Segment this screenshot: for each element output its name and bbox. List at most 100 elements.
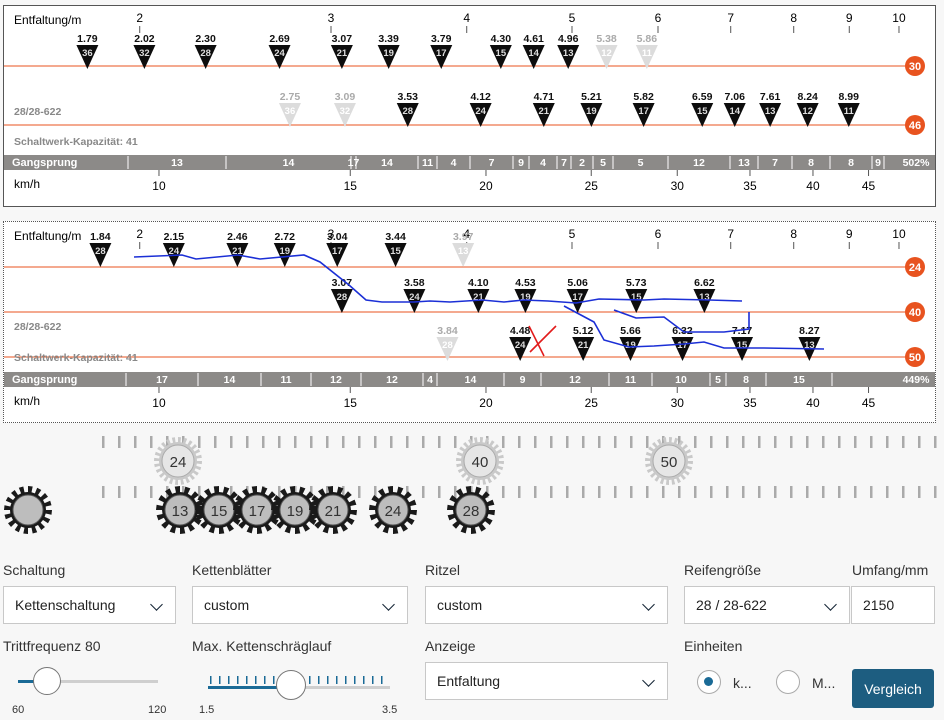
position-tick: [598, 486, 601, 498]
gear-marker: [635, 45, 658, 69]
gear-visual: 24 40 50 13 15 17 19 21 24 28: [4, 436, 937, 534]
position-tick: [806, 486, 809, 498]
gear-cog: 24: [274, 48, 285, 59]
gear-marker: [522, 45, 545, 69]
gangsprung-value: 14: [224, 374, 236, 386]
gangsprung-value: 10: [675, 374, 687, 386]
gangsprung-value: 12: [569, 374, 581, 386]
position-tick: [806, 436, 809, 448]
gangsprung-value: 8: [808, 157, 814, 169]
gangsprung-value: 14: [283, 157, 295, 169]
cog-hub: [161, 444, 195, 478]
tick-label: 4: [463, 227, 470, 241]
units-km-radio[interactable]: [697, 670, 721, 694]
tick-label: 15: [344, 396, 358, 410]
schraeglauf-thumb[interactable]: [275, 670, 306, 700]
slider-tick: [354, 676, 356, 684]
gear-cog: 17: [332, 246, 343, 257]
slider-tick: [273, 676, 275, 684]
position-tick: [774, 436, 777, 448]
position-tick: [118, 486, 121, 498]
tick-label: 15: [344, 179, 358, 193]
position-tick: [582, 486, 585, 498]
position-tick: [422, 436, 425, 448]
gear-cog: 17: [677, 340, 688, 351]
gangsprung-value: 13: [171, 157, 183, 169]
gear-cog: 17: [572, 292, 583, 303]
position-tick: [694, 436, 697, 448]
tick-label: 20: [479, 179, 493, 193]
gangsprung-value: 13: [738, 157, 750, 169]
gangsprung-label: Gangsprung: [12, 157, 77, 169]
gear-cog: 19: [383, 48, 394, 59]
gear-cog: 12: [802, 106, 813, 117]
gangsprung-bar: [4, 372, 935, 387]
gear-marker: [837, 103, 860, 127]
gear-marker: [580, 103, 603, 127]
gear-marker: [326, 243, 349, 267]
tick-label: 9: [846, 227, 853, 241]
gear-value: 5.86: [637, 33, 658, 45]
gear-marker: [89, 243, 112, 267]
cog-hub: [463, 444, 497, 478]
gear-marker: [619, 337, 642, 361]
gear-marker: [572, 337, 595, 361]
gear-cog: 11: [844, 106, 855, 117]
position-tick: [326, 436, 329, 448]
capacity-label: Schaltwerk-Kapazität: 41: [14, 136, 138, 148]
cog-label: 40: [472, 454, 489, 471]
position-tick: [214, 436, 217, 448]
ritzel-label: Ritzel: [425, 562, 461, 578]
gear-value: 3.04: [327, 231, 348, 243]
gear-cog: 21: [578, 340, 589, 351]
position-tick: [598, 436, 601, 448]
gear-value: 5.66: [620, 325, 641, 337]
tick-label: 3: [328, 227, 335, 241]
cog-label: 19: [287, 503, 304, 520]
gear-marker: [330, 289, 353, 313]
position-tick: [390, 436, 393, 448]
gear-value: 8.24: [797, 91, 818, 103]
position-tick: [870, 486, 873, 498]
gear-cog: 21: [473, 292, 484, 303]
trittfrequenz-thumb[interactable]: [33, 667, 62, 695]
tick-label: 10: [152, 179, 166, 193]
position-tick: [742, 436, 745, 448]
tick-label: 8: [790, 227, 797, 241]
chainring-badge: [905, 257, 925, 277]
ritzel-select[interactable]: custom: [425, 586, 668, 624]
gear-value: 5.21: [581, 91, 602, 103]
units-m-radio[interactable]: [776, 670, 800, 694]
position-tick: [342, 486, 345, 498]
gear-marker: [509, 337, 532, 361]
schaltung-select[interactable]: Kettenschaltung: [3, 586, 176, 624]
gangsprung-value: 17: [156, 374, 168, 386]
trittfrequenz-track[interactable]: [18, 680, 158, 683]
anzeige-select[interactable]: Entfaltung: [425, 662, 668, 700]
kettenblaetter-label: Kettenblätter: [192, 562, 272, 578]
gear-value: 2.30: [195, 33, 216, 45]
umfang-value: 2150: [863, 597, 895, 613]
compare-button[interactable]: Vergleich: [852, 669, 934, 708]
gangsprung-value: 9: [518, 157, 524, 169]
position-tick: [294, 436, 297, 448]
kettenblaetter-select[interactable]: custom: [192, 586, 408, 624]
slider-tick: [381, 676, 383, 684]
slider-tick: [327, 676, 329, 684]
position-tick: [438, 436, 441, 448]
reifen-select[interactable]: 28 / 28-622: [684, 586, 850, 624]
tick-label: 35: [743, 179, 757, 193]
gear-marker: [566, 289, 589, 313]
tick-label: 5: [569, 227, 576, 241]
cog-label: 21: [325, 503, 342, 520]
gear-cog: 15: [390, 246, 401, 257]
gear-cog: 28: [442, 340, 453, 351]
gear-marker: [731, 337, 754, 361]
gear-cog: 12: [601, 48, 612, 59]
umfang-input[interactable]: 2150: [851, 586, 935, 624]
position-tick: [182, 486, 185, 498]
gangsprung-value: 7: [561, 157, 567, 169]
gangsprung-total: 449%: [903, 374, 931, 386]
kettenblaetter-value: custom: [204, 597, 250, 613]
chainring-teeth: 46: [909, 120, 921, 132]
